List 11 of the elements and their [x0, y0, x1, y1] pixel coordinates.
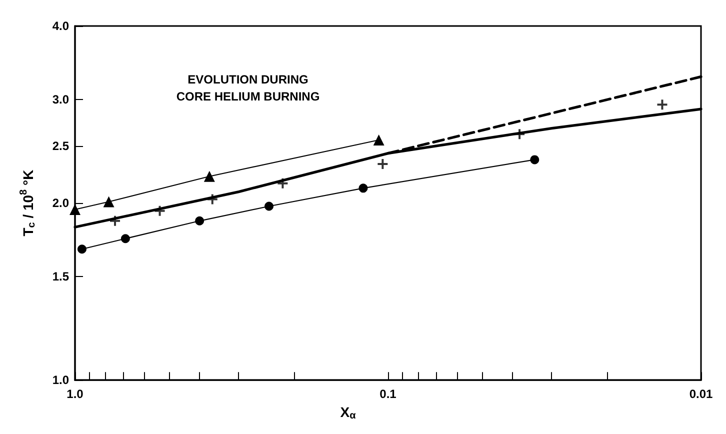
x-tick-label: 0.1 [380, 387, 397, 402]
x-tick-label: 1.0 [66, 387, 84, 402]
y-tick-label: 1.5 [52, 270, 70, 284]
text: EVOLUTION DURING CORE HELIUM BURNING [176, 72, 320, 104]
y-axis-title: Tc / 108 °K [18, 170, 38, 236]
y-tick-label: 4.0 [52, 19, 70, 33]
y-tick-label: 3.0 [52, 92, 70, 106]
y-tick-label: 2.5 [52, 139, 70, 154]
x-tick-label: 0.01 [689, 387, 713, 402]
y-tick-label: 2.0 [52, 196, 70, 210]
y-tick-label: 1.0 [52, 373, 70, 388]
